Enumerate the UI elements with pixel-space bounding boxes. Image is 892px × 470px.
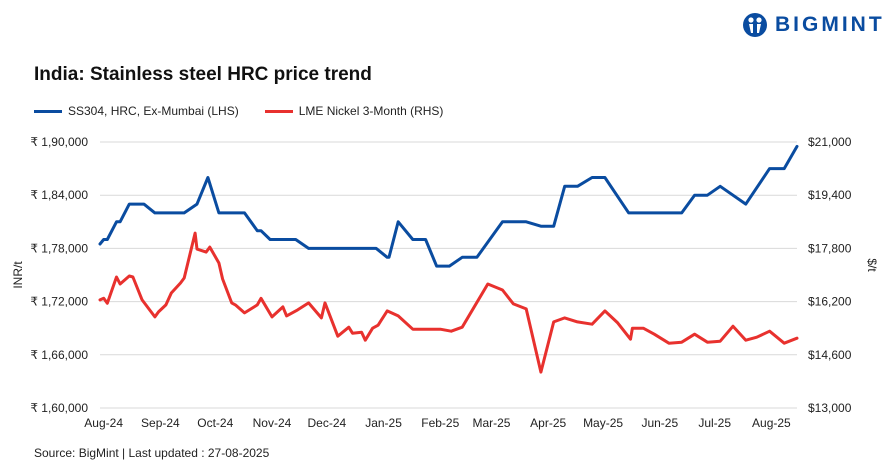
y-left-axis-label: INR/t: [11, 261, 25, 289]
x-tick-label: Apr-25: [530, 416, 566, 430]
y-right-tick-label: $14,600: [808, 348, 852, 362]
y-right-tick-label: $16,200: [808, 295, 852, 309]
y-left-tick-label: ₹ 1,66,000: [30, 348, 88, 362]
x-tick-label: Sep-24: [141, 416, 180, 430]
legend-swatch-nickel: [264, 109, 293, 113]
legend-label-ss304: SS304, HRC, Ex-Mumbai (LHS): [68, 104, 239, 118]
y-left-tick-label: ₹ 1,84,000: [30, 188, 88, 202]
x-tick-label: Feb-25: [421, 416, 459, 430]
legend-item-nickel: LME Nickel 3-Month (RHS): [264, 104, 444, 118]
legend-swatch-ss304: [34, 109, 62, 113]
y-right-axis-label: $/t: [865, 258, 879, 272]
y-left-tick-label: ₹ 1,90,000: [30, 135, 88, 149]
legend: SS304, HRC, Ex-Mumbai (LHS) LME Nickel 3…: [34, 104, 443, 118]
x-tick-label: Jun-25: [641, 416, 678, 430]
x-tick-label: Jul-25: [698, 416, 731, 430]
y-left-tick-label: ₹ 1,72,000: [30, 295, 88, 309]
y-left-tick-label: ₹ 1,60,000: [30, 401, 88, 415]
x-tick-label: Mar-25: [472, 416, 510, 430]
y-right-tick-label: $19,400: [808, 188, 852, 202]
source-note: Source: BigMint | Last updated : 27-08-2…: [34, 446, 270, 460]
legend-item-ss304: SS304, HRC, Ex-Mumbai (LHS): [34, 104, 239, 118]
y-right-tick-label: $21,000: [808, 135, 852, 149]
x-tick-label: May-25: [583, 416, 623, 430]
y-right-tick-label: $17,800: [808, 241, 852, 255]
x-tick-label: Oct-24: [197, 416, 233, 430]
x-tick-label: Nov-24: [253, 416, 292, 430]
logo-wordmark: BIGMINT: [775, 13, 885, 36]
chart-title: India: Stainless steel HRC price trend: [34, 64, 372, 85]
legend-label-nickel: LME Nickel 3-Month (RHS): [298, 104, 444, 118]
series-line-ss304: [98, 144, 799, 268]
y-left-tick-label: ₹ 1,78,000: [30, 241, 88, 255]
x-tick-label: Aug-24: [84, 416, 123, 430]
bigmint-logo: BIGMINT: [742, 12, 885, 38]
y-right-tick-label: $13,000: [808, 401, 852, 415]
x-tick-label: Aug-25: [752, 416, 791, 430]
series-line-nickel: [98, 231, 799, 374]
bigmint-logo-icon: [743, 13, 767, 37]
x-tick-label: Jan-25: [365, 416, 402, 430]
x-tick-label: Dec-24: [308, 416, 347, 430]
